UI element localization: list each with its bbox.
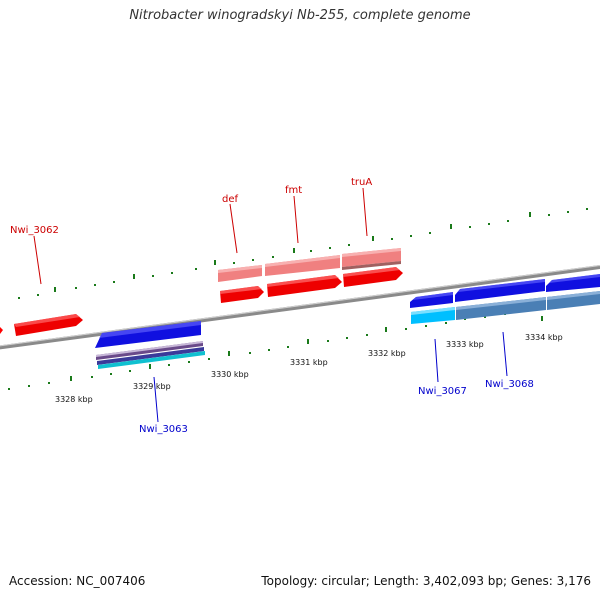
reverse-gene-partial-right[interactable]	[546, 274, 600, 310]
scale-label: 3331 kbp	[290, 358, 328, 367]
genome-axis-highlight	[0, 265, 600, 347]
label-leaders	[33, 187, 508, 423]
scale-label: 3333 kbp	[446, 340, 484, 349]
forward-gene-trua[interactable]	[343, 267, 403, 287]
scale-label: 3330 kbp	[211, 370, 249, 379]
scale-label: 3334 kbp	[525, 333, 563, 342]
gene-label-nwi-3068: Nwi_3068	[485, 379, 534, 390]
accession-text: Accession: NC_007406	[9, 574, 146, 588]
forward-gene-nwi-3062[interactable]	[14, 314, 83, 336]
forward-gene-def[interactable]	[220, 286, 264, 303]
gene-row-light[interactable]	[218, 248, 401, 282]
scale-labels: 3328 kbp 3329 kbp 3330 kbp 3331 kbp 3332…	[55, 333, 563, 404]
genome-title: Nitrobacter winogradskyi Nb-255, complet…	[129, 8, 471, 23]
forward-gene-fmt[interactable]	[267, 275, 342, 297]
reverse-gene-nwi-3068[interactable]	[455, 279, 546, 320]
gene-labels: Nwi_3062 def fmt truA Nwi_3063 Nwi_3067 …	[10, 177, 534, 435]
forward-gene-partial-left[interactable]	[0, 327, 3, 334]
gene-label-nwi-3062: Nwi_3062	[10, 225, 59, 236]
reverse-gene-nwi-3067[interactable]	[410, 292, 455, 324]
scale-label: 3332 kbp	[368, 349, 406, 358]
genome-axis	[0, 265, 600, 350]
gene-label-nwi-3067: Nwi_3067	[418, 386, 467, 397]
gene-label-def: def	[222, 194, 239, 205]
scale-label: 3328 kbp	[55, 395, 93, 404]
forward-tick-row	[18, 208, 588, 299]
scale-label: 3329 kbp	[133, 382, 171, 391]
gene-label-nwi-3063: Nwi_3063	[139, 424, 188, 435]
reverse-gene-nwi-3063[interactable]	[95, 321, 205, 369]
genome-summary-text: Topology: circular; Length: 3,402,093 bp…	[261, 574, 591, 588]
gene-label-fmt: fmt	[285, 185, 302, 196]
gene-label-trua: truA	[351, 177, 372, 188]
